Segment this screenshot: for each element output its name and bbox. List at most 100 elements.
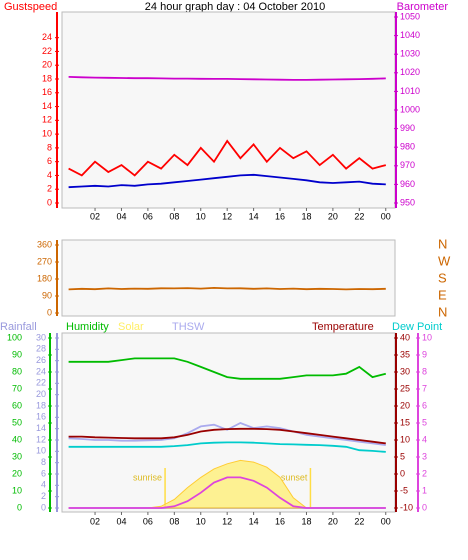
y-tick-label: 18 xyxy=(42,73,52,83)
y-tick-label: 20 xyxy=(36,389,46,399)
x-tick-label: 08 xyxy=(169,516,179,526)
y-tick-label: 30 xyxy=(36,332,46,342)
y-tick-label: 80 xyxy=(12,366,22,376)
x-tick-label: 18 xyxy=(301,516,311,526)
x-tick-label: 08 xyxy=(169,211,179,221)
x-tick-label: 16 xyxy=(275,211,285,221)
y-tick-label: 10 xyxy=(400,434,410,444)
y-tick-label: 24 xyxy=(36,366,46,376)
x-tick-label: 22 xyxy=(354,516,364,526)
series-line xyxy=(68,427,386,445)
series-line xyxy=(68,441,386,453)
x-tick-label: 16 xyxy=(275,516,285,526)
x-tick-label: 02 xyxy=(90,211,100,221)
y-tick-label: 2 xyxy=(422,468,427,478)
y-tick-label: 950 xyxy=(400,197,415,207)
x-tick-label: 00 xyxy=(381,516,391,526)
y-tick-label: 8 xyxy=(41,457,46,467)
y-tick-label: 270 xyxy=(37,256,52,266)
y-tick-label: 10 xyxy=(422,332,432,342)
y-tick-label: -5 xyxy=(400,485,408,495)
y-tick-label: 40 xyxy=(400,332,410,342)
x-tick-label: 22 xyxy=(354,211,364,221)
series-line xyxy=(68,357,387,380)
y-tick-label: E xyxy=(438,287,447,302)
y-tick-label: 2 xyxy=(47,184,52,194)
y-tick-label: N xyxy=(438,236,447,251)
y-tick-label: 1020 xyxy=(400,67,420,77)
y-tick-label: 10 xyxy=(12,485,22,495)
y-tick-label: 1040 xyxy=(400,30,420,40)
y-tick-label: 3 xyxy=(422,451,427,461)
y-tick-label: 1000 xyxy=(400,104,420,114)
y-tick-label: 1050 xyxy=(400,11,420,21)
legend-label: THSW xyxy=(172,321,205,333)
y-tick-label: 5 xyxy=(422,417,427,427)
y-tick-label: 35 xyxy=(400,349,410,359)
x-tick-label: 10 xyxy=(196,211,206,221)
y-tick-label: 0 xyxy=(400,468,405,478)
y-tick-label: -10 xyxy=(400,502,413,512)
axis-title: Barometer xyxy=(397,1,449,13)
legend-label: Solar xyxy=(118,321,144,333)
chart-title: 24 hour graph day : 04 October 2010 xyxy=(145,1,325,13)
legend-label: Humidity xyxy=(66,321,109,333)
x-tick-label: 14 xyxy=(249,516,259,526)
y-tick-label: 1010 xyxy=(400,86,420,96)
y-tick-label: 360 xyxy=(37,239,52,249)
y-tick-label: 15 xyxy=(400,417,410,427)
y-tick-label: 0 xyxy=(422,502,427,512)
y-tick-label: 20 xyxy=(12,468,22,478)
x-tick-label: 12 xyxy=(222,211,232,221)
y-tick-label: 90 xyxy=(12,349,22,359)
y-tick-label: 25 xyxy=(400,383,410,393)
legend-label: Rainfall xyxy=(0,321,37,333)
y-tick-label: 24 xyxy=(42,32,52,42)
y-tick-label: 40 xyxy=(12,434,22,444)
y-tick-label: 26 xyxy=(36,355,46,365)
y-tick-label: 10 xyxy=(36,446,46,456)
y-tick-label: 4 xyxy=(47,170,52,180)
y-tick-label: 100 xyxy=(7,332,22,342)
y-tick-label: 14 xyxy=(36,423,46,433)
y-tick-label: 6 xyxy=(47,156,52,166)
x-tick-label: 04 xyxy=(116,211,126,221)
y-tick-label: 7 xyxy=(422,383,427,393)
series-line xyxy=(68,173,386,189)
x-tick-label: 14 xyxy=(249,211,259,221)
y-tick-label: 8 xyxy=(47,142,52,152)
y-tick-label: 180 xyxy=(37,273,52,283)
y-tick-label: 16 xyxy=(42,87,52,97)
x-tick-label: 10 xyxy=(196,516,206,526)
x-tick-label: 00 xyxy=(381,211,391,221)
y-tick-label: 18 xyxy=(36,400,46,410)
y-tick-label: 16 xyxy=(36,412,46,422)
y-tick-label: 990 xyxy=(400,123,415,133)
x-tick-label: 04 xyxy=(116,516,126,526)
y-tick-label: 14 xyxy=(42,101,52,111)
y-tick-label: 70 xyxy=(12,383,22,393)
y-tick-label: 20 xyxy=(42,60,52,70)
x-tick-label: 18 xyxy=(301,211,311,221)
y-tick-label: 30 xyxy=(400,366,410,376)
x-tick-label: 02 xyxy=(90,516,100,526)
y-tick-label: N xyxy=(438,304,447,319)
x-tick-label: 06 xyxy=(143,516,153,526)
x-tick-label: 12 xyxy=(222,516,232,526)
y-tick-label: 9 xyxy=(422,349,427,359)
y-tick-label: 970 xyxy=(400,160,415,170)
series-line xyxy=(68,76,386,81)
series-line xyxy=(68,139,387,177)
y-tick-label: 6 xyxy=(41,468,46,478)
y-tick-label: 22 xyxy=(42,46,52,56)
x-tick-label: 20 xyxy=(328,516,338,526)
y-tick-label: 12 xyxy=(42,115,52,125)
axis-title: Gustspeed xyxy=(4,1,57,13)
y-tick-label: W xyxy=(438,253,451,268)
legend-label: Dew Point xyxy=(392,321,442,333)
y-tick-label: 0 xyxy=(47,307,52,317)
y-tick-label: 960 xyxy=(400,179,415,189)
y-tick-label: 6 xyxy=(422,400,427,410)
